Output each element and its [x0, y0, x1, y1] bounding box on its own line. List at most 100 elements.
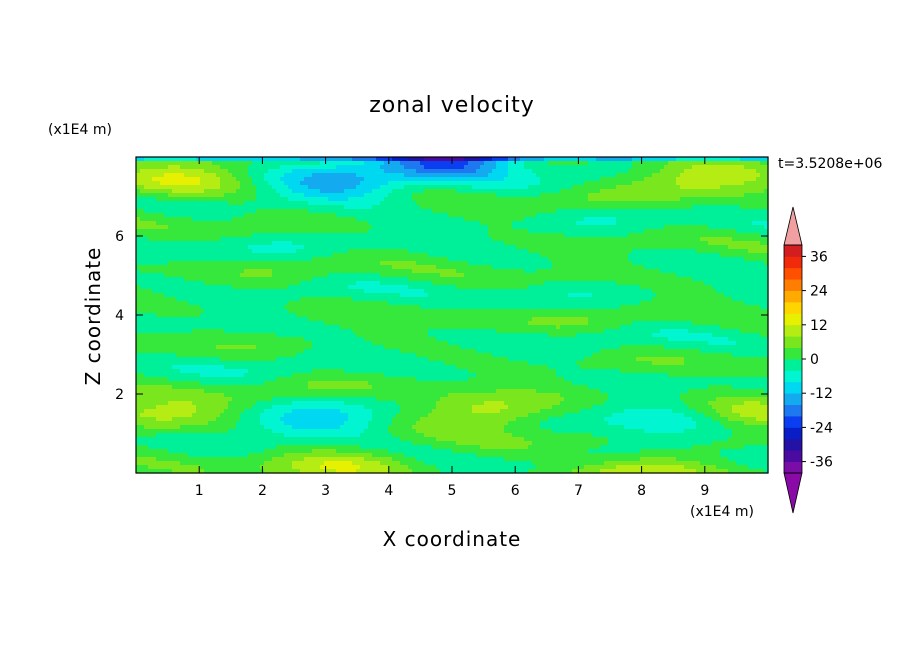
field-cell — [688, 217, 693, 222]
field-cell — [732, 221, 737, 226]
field-cell — [436, 257, 441, 262]
field-cell — [448, 181, 453, 186]
field-cell — [552, 237, 557, 242]
field-cell — [400, 213, 405, 218]
field-cell — [300, 205, 305, 210]
field-cell — [164, 189, 169, 194]
field-cell — [140, 157, 145, 162]
field-cell — [484, 189, 489, 194]
field-cell — [136, 213, 141, 218]
field-cell — [508, 169, 513, 174]
field-cell — [756, 233, 761, 238]
field-cell — [600, 193, 605, 198]
field-cell — [400, 181, 405, 186]
field-cell — [492, 189, 497, 194]
field-cell — [372, 165, 377, 170]
field-cell — [600, 229, 605, 234]
field-cell — [532, 253, 537, 258]
field-cell — [184, 213, 189, 218]
field-cell — [388, 205, 393, 210]
field-cell — [512, 161, 517, 166]
field-cell — [348, 241, 353, 246]
field-cell — [648, 185, 653, 190]
field-cell — [752, 273, 757, 278]
field-cell — [672, 213, 677, 218]
field-cell — [352, 221, 357, 226]
field-cell — [424, 253, 429, 258]
field-cell — [524, 213, 529, 218]
field-cell — [524, 201, 529, 206]
field-cell — [544, 233, 549, 238]
field-cell — [404, 177, 409, 182]
field-cell — [460, 165, 465, 170]
field-cell — [404, 257, 409, 262]
field-cell — [332, 165, 337, 170]
field-cell — [428, 157, 433, 162]
field-cell — [336, 181, 341, 186]
field-cell — [712, 173, 717, 178]
field-cell — [576, 277, 581, 282]
field-cell — [248, 217, 253, 222]
field-cell — [288, 245, 293, 250]
field-cell — [496, 177, 501, 182]
field-cell — [740, 157, 745, 162]
field-cell — [664, 241, 669, 246]
field-cell — [232, 261, 237, 266]
field-cell — [676, 221, 681, 226]
field-cell — [248, 257, 253, 262]
field-cell — [568, 169, 573, 174]
field-cell — [164, 201, 169, 206]
field-cell — [180, 273, 185, 278]
field-cell — [180, 269, 185, 274]
field-cell — [488, 193, 493, 198]
field-cell — [392, 225, 397, 230]
field-cell — [376, 165, 381, 170]
field-cell — [468, 157, 473, 162]
field-cell — [448, 225, 453, 230]
field-cell — [176, 209, 181, 214]
field-cell — [400, 165, 405, 170]
field-cell — [396, 269, 401, 274]
field-cell — [484, 277, 489, 282]
field-cell — [684, 221, 689, 226]
field-cell — [208, 241, 213, 246]
field-cell — [484, 273, 489, 278]
field-cell — [436, 189, 441, 194]
field-cell — [252, 253, 257, 258]
field-cell — [572, 233, 577, 238]
field-cell — [760, 273, 765, 278]
field-cell — [756, 257, 761, 262]
field-cell — [424, 245, 429, 250]
field-cell — [212, 217, 217, 222]
field-cell — [296, 277, 301, 282]
field-cell — [552, 209, 557, 214]
field-cell — [596, 201, 601, 206]
field-cell — [716, 253, 721, 258]
field-cell — [396, 209, 401, 214]
field-cell — [300, 253, 305, 258]
field-cell — [728, 225, 733, 230]
field-cell — [364, 189, 369, 194]
field-cell — [400, 281, 405, 286]
field-cell — [228, 161, 233, 166]
field-cell — [752, 229, 757, 234]
field-cell — [680, 165, 685, 170]
field-cell — [640, 253, 645, 258]
field-cell — [460, 253, 465, 258]
field-cell — [540, 273, 545, 278]
field-cell — [564, 273, 569, 278]
field-cell — [172, 165, 177, 170]
field-cell — [216, 233, 221, 238]
field-cell — [456, 205, 461, 210]
field-cell — [200, 197, 205, 202]
field-cell — [380, 281, 385, 286]
field-cell — [400, 277, 405, 282]
field-cell — [220, 225, 225, 230]
field-cell — [724, 237, 729, 242]
field-cell — [296, 161, 301, 166]
field-cell — [440, 241, 445, 246]
field-cell — [140, 221, 145, 226]
field-cell — [204, 177, 209, 182]
field-cell — [564, 181, 569, 186]
field-cell — [408, 177, 413, 182]
